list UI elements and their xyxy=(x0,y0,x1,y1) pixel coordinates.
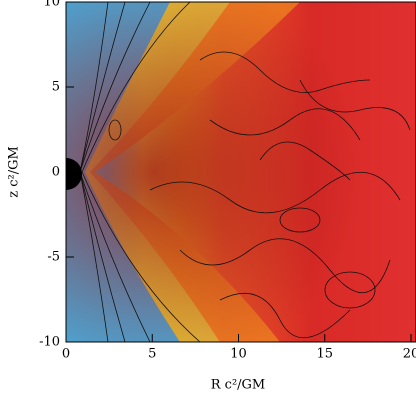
field-image xyxy=(66,2,416,342)
black-hole xyxy=(66,158,82,190)
y-tick-label: -5 xyxy=(47,250,60,265)
y-tick-label: 0 xyxy=(52,165,60,180)
x-tick-label: 10 xyxy=(230,347,247,362)
y-tick-label: -10 xyxy=(39,335,60,350)
x-axis-label: R c²/GM xyxy=(211,378,266,393)
y-axis-label: z c²/GM xyxy=(7,146,22,198)
x-tick-label: 0 xyxy=(62,347,70,362)
y-tick-label: 10 xyxy=(43,0,60,10)
x-tick-label: 15 xyxy=(316,347,333,362)
y-tick-label: 5 xyxy=(52,80,60,95)
x-tick-label: 5 xyxy=(148,347,156,362)
contours xyxy=(79,2,411,342)
x-tick-label: 20 xyxy=(403,347,416,362)
